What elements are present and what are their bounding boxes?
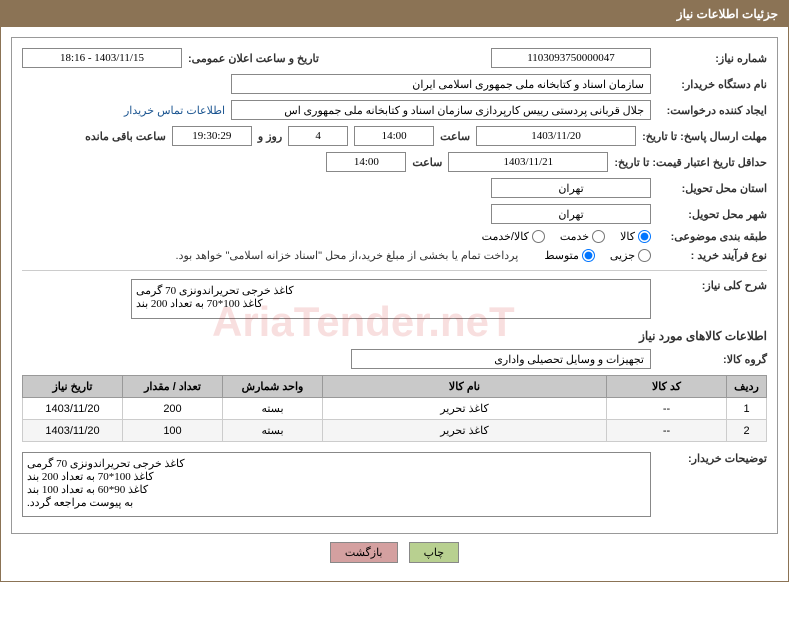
time-label-2: ساعت bbox=[412, 156, 442, 169]
table-cell: بسته bbox=[223, 420, 323, 442]
need-number-input[interactable] bbox=[491, 48, 651, 68]
days-label: روز و bbox=[258, 130, 282, 143]
table-cell: 2 bbox=[727, 420, 767, 442]
announce-date-label: تاریخ و ساعت اعلان عمومی: bbox=[188, 52, 319, 65]
goods-group-label: گروه کالا: bbox=[657, 353, 767, 366]
goods-group-input[interactable] bbox=[351, 349, 651, 369]
payment-note: پرداخت تمام یا بخشی از مبلغ خرید،از محل … bbox=[176, 249, 519, 262]
back-button[interactable]: بازگشت bbox=[330, 542, 398, 563]
radio-partial[interactable]: جزیی bbox=[610, 249, 651, 262]
requester-input[interactable] bbox=[231, 100, 651, 120]
table-cell: کاغذ تحریر bbox=[323, 398, 607, 420]
province-label: استان محل تحویل: bbox=[657, 182, 767, 195]
th-row: ردیف bbox=[727, 376, 767, 398]
city-input[interactable] bbox=[491, 204, 651, 224]
table-cell: 1 bbox=[727, 398, 767, 420]
buyer-notes-label: توضیحات خریدار: bbox=[657, 452, 767, 465]
print-button[interactable]: چاپ bbox=[409, 542, 460, 563]
deadline-label: مهلت ارسال پاسخ: تا تاریخ: bbox=[642, 130, 767, 143]
table-cell: 1403/11/20 bbox=[23, 398, 123, 420]
items-section-title: اطلاعات کالاهای مورد نیاز bbox=[22, 329, 767, 343]
table-row: 1--کاغذ تحریربسته2001403/11/20 bbox=[23, 398, 767, 420]
table-cell: -- bbox=[607, 398, 727, 420]
deadline-time-input[interactable] bbox=[354, 126, 434, 146]
table-cell: 200 bbox=[123, 398, 223, 420]
time-label-1: ساعت bbox=[440, 130, 470, 143]
time-remaining-input[interactable] bbox=[172, 126, 252, 146]
validity-label: حداقل تاریخ اعتبار قیمت: تا تاریخ: bbox=[614, 156, 767, 169]
th-code: کد کالا bbox=[607, 376, 727, 398]
table-cell: 100 bbox=[123, 420, 223, 442]
contact-link[interactable]: اطلاعات تماس خریدار bbox=[124, 104, 225, 117]
table-row: 2--کاغذ تحریربسته1001403/11/20 bbox=[23, 420, 767, 442]
description-textarea[interactable] bbox=[131, 279, 651, 319]
radio-both[interactable]: کالا/خدمت bbox=[482, 230, 545, 243]
table-cell: 1403/11/20 bbox=[23, 420, 123, 442]
buyer-org-label: نام دستگاه خریدار: bbox=[657, 78, 767, 91]
announce-date-input[interactable] bbox=[22, 48, 182, 68]
table-cell: -- bbox=[607, 420, 727, 442]
radio-medium[interactable]: متوسط bbox=[544, 249, 595, 262]
radio-goods[interactable]: کالا bbox=[620, 230, 651, 243]
process-label: نوع فرآیند خرید : bbox=[657, 249, 767, 262]
description-label: شرح کلی نیاز: bbox=[657, 279, 767, 292]
radio-service[interactable]: خدمت bbox=[560, 230, 605, 243]
validity-date-input[interactable] bbox=[448, 152, 608, 172]
panel-header: جزئیات اطلاعات نیاز bbox=[1, 1, 788, 27]
days-remaining-input[interactable] bbox=[288, 126, 348, 146]
province-input[interactable] bbox=[491, 178, 651, 198]
need-number-label: شماره نیاز: bbox=[657, 52, 767, 65]
items-table: ردیف کد کالا نام کالا واحد شمارش تعداد /… bbox=[22, 375, 767, 442]
validity-time-input[interactable] bbox=[326, 152, 406, 172]
th-name: نام کالا bbox=[323, 376, 607, 398]
th-unit: واحد شمارش bbox=[223, 376, 323, 398]
buyer-notes-textarea[interactable] bbox=[22, 452, 651, 517]
city-label: شهر محل تحویل: bbox=[657, 208, 767, 221]
category-label: طبقه بندی موضوعی: bbox=[657, 230, 767, 243]
panel-title: جزئیات اطلاعات نیاز bbox=[677, 7, 778, 21]
requester-label: ایجاد کننده درخواست: bbox=[657, 104, 767, 117]
th-date: تاریخ نیاز bbox=[23, 376, 123, 398]
table-cell: بسته bbox=[223, 398, 323, 420]
deadline-date-input[interactable] bbox=[476, 126, 636, 146]
buyer-org-input[interactable] bbox=[231, 74, 651, 94]
table-cell: کاغذ تحریر bbox=[323, 420, 607, 442]
th-qty: تعداد / مقدار bbox=[123, 376, 223, 398]
remaining-label: ساعت باقی مانده bbox=[85, 130, 166, 143]
